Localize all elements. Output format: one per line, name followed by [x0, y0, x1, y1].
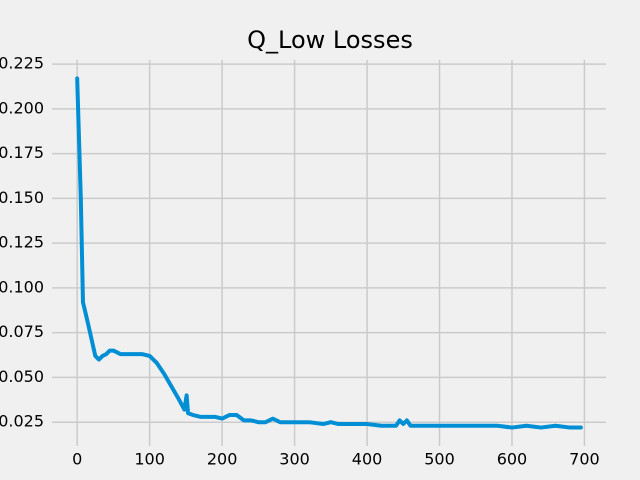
chart-title: Q_Low Losses — [247, 26, 413, 54]
x-tick-label: 100 — [134, 450, 165, 469]
y-tick-label: 0.175 — [0, 143, 44, 162]
y-tick-label: 0.100 — [0, 277, 44, 296]
x-tick-label: 200 — [207, 450, 238, 469]
y-tick-label: 0.150 — [0, 188, 44, 207]
x-tick-label: 0 — [72, 450, 82, 469]
y-tick-label: 0.075 — [0, 322, 44, 341]
x-tick-label: 500 — [424, 450, 455, 469]
y-tick-label: 0.225 — [0, 54, 44, 73]
y-tick-label: 0.125 — [0, 233, 44, 252]
x-tick-label: 600 — [497, 450, 528, 469]
loss-line — [75, 76, 583, 430]
y-tick-label: 0.050 — [0, 367, 44, 386]
x-tick-label: 400 — [352, 450, 383, 469]
x-tick-label: 700 — [569, 450, 600, 469]
x-tick-label: 300 — [279, 450, 310, 469]
y-tick-label: 0.025 — [0, 412, 44, 431]
y-tick-label: 0.200 — [0, 98, 44, 117]
